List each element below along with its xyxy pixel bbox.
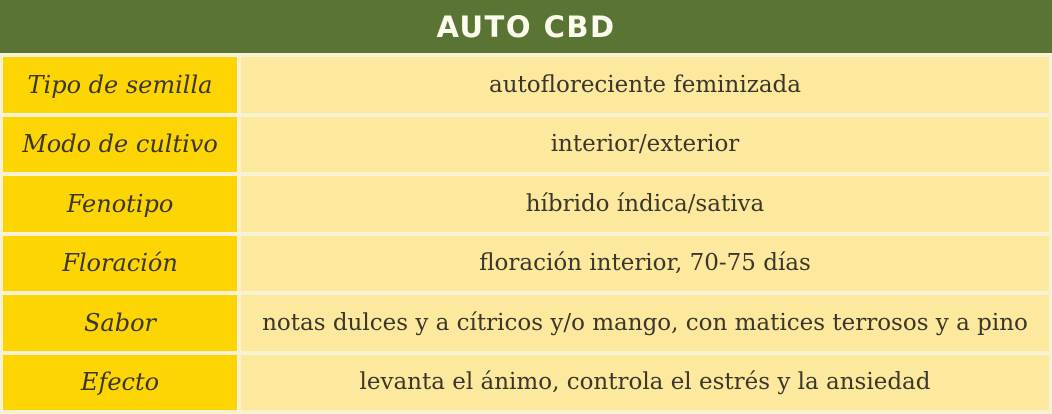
row-value: autofloreciente feminizada <box>241 57 1049 113</box>
table-row: Fenotipo híbrido índica/sativa <box>3 176 1049 232</box>
row-label: Fenotipo <box>3 176 237 232</box>
row-value: floración interior, 70-75 días <box>241 235 1049 291</box>
table-row: Sabor notas dulces y a cítricos y/o mang… <box>3 295 1049 351</box>
row-label: Sabor <box>3 295 237 351</box>
table-row: Modo de cultivo interior/exterior <box>3 116 1049 172</box>
table-row: Efecto levanta el ánimo, controla el est… <box>3 354 1049 410</box>
row-label: Tipo de semilla <box>3 57 237 113</box>
row-value: levanta el ánimo, controla el estrés y l… <box>241 354 1049 410</box>
table-row: Tipo de semilla autofloreciente feminiza… <box>3 57 1049 113</box>
row-value: notas dulces y a cítricos y/o mango, con… <box>241 295 1049 351</box>
table-row: Floración floración interior, 70-75 días <box>3 235 1049 291</box>
row-value: interior/exterior <box>241 116 1049 172</box>
row-label: Efecto <box>3 354 237 410</box>
row-label: Floración <box>3 235 237 291</box>
table-body: Tipo de semilla autofloreciente feminiza… <box>0 53 1052 414</box>
table-title: AUTO CBD <box>0 0 1052 53</box>
row-label: Modo de cultivo <box>3 116 237 172</box>
row-value: híbrido índica/sativa <box>241 176 1049 232</box>
